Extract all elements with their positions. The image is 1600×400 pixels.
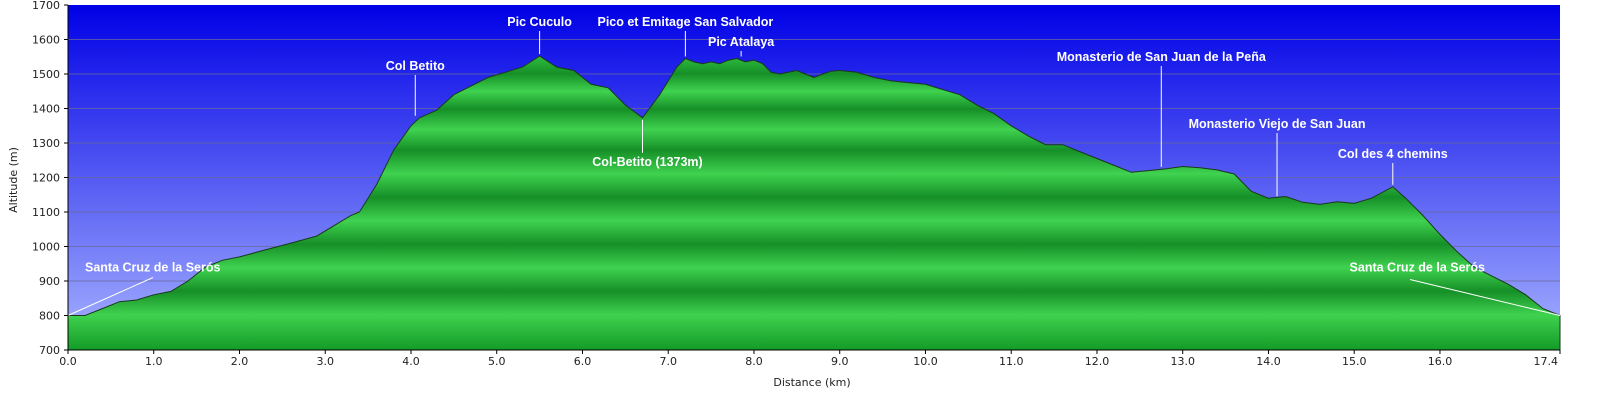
annotation-label: Col Betito xyxy=(386,59,445,73)
x-tick-label: 11.0 xyxy=(999,355,1024,368)
x-tick-label: 17.4 xyxy=(1534,355,1559,368)
x-tick-label: 8.0 xyxy=(745,355,763,368)
y-tick-label: 1500 xyxy=(32,68,60,81)
y-tick-label: 1300 xyxy=(32,137,60,150)
y-tick-label: 1200 xyxy=(32,172,60,185)
x-axis-ticks: 0.0 1.0 2.0 3.0 4.0 5.0 6.0 7.0 8.0 9.0 10.0 11.0 12… xyxy=(59,350,1561,368)
x-tick-label: 7.0 xyxy=(659,355,677,368)
annotation-label: Monasterio Viejo de San Juan xyxy=(1189,117,1366,131)
annotations: Pic Cuculo Pico et Emitage San Salvador Pi… xyxy=(67,15,1561,316)
x-tick-label: 13.0 xyxy=(1170,355,1195,368)
y-tick-label: 1400 xyxy=(32,103,60,116)
annotation-label: Pic Cuculo xyxy=(507,15,572,29)
x-tick-label: 6.0 xyxy=(574,355,592,368)
y-tick-label: 1700 xyxy=(32,0,60,12)
y-tick-label: 800 xyxy=(39,310,60,323)
y-tick-label: 1000 xyxy=(32,241,60,254)
x-tick-label: 0.0 xyxy=(59,355,77,368)
y-axis-title: Altitude (m) xyxy=(7,147,20,213)
annotation-label: Pico et Emitage San Salvador xyxy=(597,15,773,29)
annotation-label: Santa Cruz de la Serós xyxy=(85,261,221,275)
elevation-area xyxy=(67,55,1561,351)
x-tick-label: 12.0 xyxy=(1085,355,1110,368)
y-axis-ticks: 700 800 900 1000 1100 1200 1300 1400 1500 1600 170… xyxy=(32,0,68,357)
x-tick-label: 1.0 xyxy=(145,355,163,368)
x-tick-label: 3.0 xyxy=(316,355,334,368)
y-tick-label: 1100 xyxy=(32,206,60,219)
y-tick-label: 700 xyxy=(39,344,60,357)
annotation-leader-line xyxy=(67,277,154,316)
annotation-label: Col-Betito (1373m) xyxy=(592,155,702,169)
annotation-label: Monasterio de San Juan de la Peña xyxy=(1057,50,1267,64)
annotation-label: Col des 4 chemins xyxy=(1338,147,1448,161)
annotation-label: Pic Atalaya xyxy=(708,35,775,49)
y-tick-label: 1600 xyxy=(32,34,60,47)
x-tick-label: 2.0 xyxy=(231,355,249,368)
annotation-leader-line xyxy=(1409,279,1561,316)
annotation-label: Santa Cruz de la Serós xyxy=(1350,261,1486,275)
x-tick-label: 5.0 xyxy=(488,355,506,368)
x-tick-label: 9.0 xyxy=(831,355,849,368)
x-tick-label: 16.0 xyxy=(1428,355,1453,368)
x-tick-label: 4.0 xyxy=(402,355,420,368)
x-tick-label: 14.0 xyxy=(1256,355,1281,368)
x-tick-label: 10.0 xyxy=(913,355,938,368)
y-tick-label: 900 xyxy=(39,275,60,288)
x-axis-title: Distance (km) xyxy=(773,376,850,389)
x-tick-label: 15.0 xyxy=(1342,355,1367,368)
